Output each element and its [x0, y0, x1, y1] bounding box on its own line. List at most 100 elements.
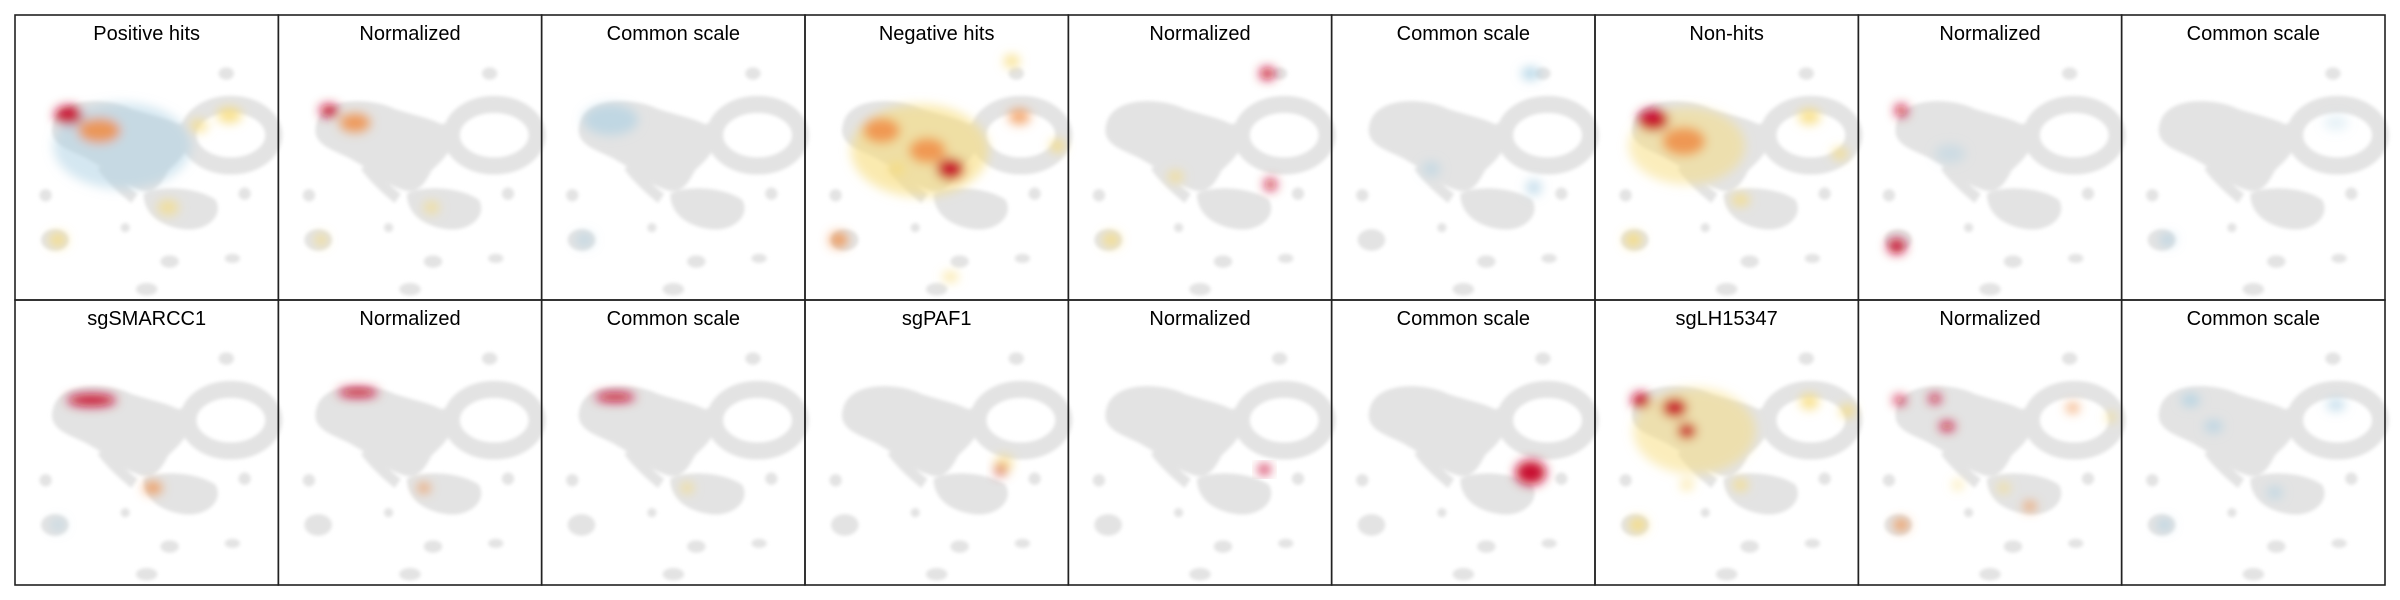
density-plot — [39, 67, 273, 295]
density-spot — [1167, 170, 1184, 183]
embedding-map — [1356, 67, 1590, 295]
panel-title: Common scale — [607, 308, 740, 330]
embedding-map — [1619, 352, 1853, 580]
density-plot — [829, 352, 1063, 580]
density-plot — [1093, 67, 1327, 295]
embedding-map — [2146, 67, 2380, 295]
density-spot — [1631, 392, 1651, 408]
density-spot — [2204, 420, 2223, 433]
density-spot — [680, 483, 694, 493]
density-plot — [2146, 352, 2380, 580]
density-overlay — [575, 104, 639, 248]
density-spot — [1004, 55, 1020, 68]
density-plot — [1356, 67, 1590, 295]
density-spot — [1628, 517, 1648, 533]
panel: sgPAF1 — [804, 299, 1068, 585]
density-plot — [1883, 67, 2117, 295]
embedding-map — [566, 67, 800, 295]
density-spot — [338, 387, 378, 398]
density-spot — [339, 113, 371, 133]
density-overlay — [1628, 387, 1856, 533]
density-overlay — [50, 393, 162, 532]
panel: Common scale — [540, 299, 805, 585]
density-spot — [1677, 423, 1697, 439]
density-spot — [1893, 518, 1909, 532]
density-spot — [157, 199, 179, 216]
density-overlay — [315, 104, 440, 247]
density-overlay — [1624, 107, 1848, 248]
panel: sgLH15347 — [1594, 299, 1858, 585]
density-spot — [942, 272, 959, 282]
density-overlay — [1102, 67, 1277, 248]
density-overlay — [1515, 460, 1547, 485]
density-spot — [1731, 193, 1750, 207]
density-spot — [909, 138, 946, 163]
density-spot — [994, 454, 1014, 473]
density-spot — [936, 158, 965, 180]
density-spot — [315, 233, 328, 247]
density-spot — [1732, 478, 1749, 492]
density-plot — [1619, 67, 1853, 295]
panel-title: sgLH15347 — [1676, 308, 1778, 330]
panel-title: sgPAF1 — [902, 308, 972, 330]
panel-title: Normalized — [1939, 308, 2040, 330]
density-overlay — [994, 454, 1014, 476]
density-spot — [1887, 238, 1906, 254]
panel: Normalized — [277, 299, 541, 585]
panel: Non-hits — [1594, 14, 1858, 300]
density-overlay — [1887, 104, 1966, 254]
panel-title: Normalized — [359, 308, 460, 330]
density-overlay — [829, 55, 1066, 282]
panel-title: Positive hits — [93, 23, 200, 45]
density-spot — [2066, 403, 2079, 413]
density-spot — [2326, 398, 2346, 411]
embedding-map — [829, 352, 1063, 580]
density-spot — [863, 118, 900, 143]
density-spot — [417, 483, 430, 493]
density-spot — [1798, 108, 1821, 125]
embedding-map — [1093, 67, 1327, 295]
density-spot — [2023, 501, 2036, 512]
density-spot — [1934, 144, 1966, 163]
density-spot — [1893, 395, 1906, 405]
panel-title: Normalized — [1149, 23, 1250, 45]
density-spot — [1680, 480, 1693, 490]
density-overlay — [2156, 393, 2346, 532]
panel: Common scale — [1330, 14, 1595, 300]
density-spot — [1953, 480, 1963, 490]
density-plot — [303, 352, 537, 580]
panel-title: Negative hits — [879, 23, 995, 45]
density-spot — [1939, 421, 1955, 431]
density-overlay — [595, 392, 694, 493]
density-spot — [54, 105, 83, 125]
embedding-map — [1093, 352, 1327, 580]
density-spot — [1521, 67, 1540, 80]
panel-title: Common scale — [2187, 308, 2320, 330]
embedding-map — [39, 352, 273, 580]
density-spot — [2267, 486, 2283, 499]
density-plot — [566, 352, 800, 580]
panel: Common scale — [1330, 299, 1595, 585]
density-spot — [2106, 412, 2116, 422]
panel: Normalized — [277, 14, 541, 300]
density-overlay — [338, 387, 430, 493]
panel: Common scale — [540, 14, 805, 300]
density-plot — [1356, 352, 1590, 580]
panel-grid: Positive hits Normalized Common scale Negat… — [14, 14, 2386, 586]
density-spot — [143, 481, 162, 495]
density-spot — [77, 118, 121, 143]
density-plot — [1093, 352, 1327, 580]
panel-title: Normalized — [1939, 23, 2040, 45]
density-spot — [1895, 104, 1908, 117]
panel-border — [2120, 299, 2386, 586]
density-plot — [566, 67, 800, 295]
panel-title: sgSMARCC1 — [87, 308, 206, 330]
density-spot — [1662, 127, 1706, 156]
embedding-map — [1883, 352, 2117, 580]
panel: Common scale — [2120, 299, 2386, 586]
density-spot — [583, 104, 639, 136]
panel-title: Common scale — [2187, 23, 2320, 45]
embedding-map — [303, 67, 537, 295]
